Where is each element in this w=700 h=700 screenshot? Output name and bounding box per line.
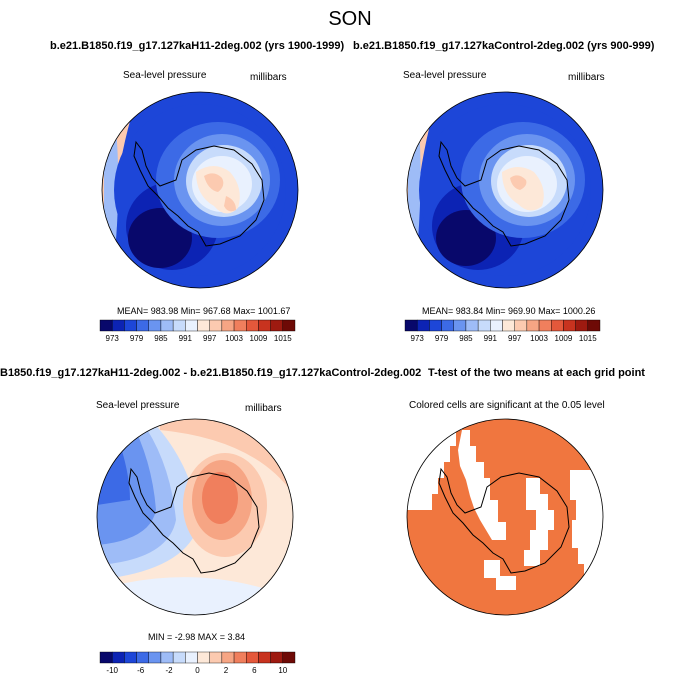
panel3-colorbar-tick-label: 0: [195, 666, 200, 675]
panel3-colorbar-color-cell: [246, 651, 259, 664]
panel1-colorbar-tick-label: 991: [179, 334, 193, 343]
panel2-colorbar-color-cell: [538, 319, 552, 332]
panel1-colorbar-color-cell: [221, 319, 235, 332]
panel2-colorbar-tick-label: 1003: [530, 334, 548, 343]
panel1-colorbar: 973 979 985 991 997 1003 1009 1015: [99, 319, 296, 343]
panel2-header: b.e21.B1850.f19_g17.127kaControl-2deg.00…: [353, 40, 655, 52]
panel1-colorbar-tick-label: 1009: [250, 334, 268, 343]
panel3-stats: MIN = -2.98 MAX = 3.84: [148, 632, 246, 642]
panel2-colorbar-tick-label: 1009: [555, 334, 573, 343]
panel2-stats: MEAN= 983.84 Min= 969.90 Max= 1000.26: [422, 306, 596, 316]
panel2-colorbar-tick-label: 997: [508, 334, 522, 343]
panel3-colorbar-color-cell: [148, 651, 162, 664]
panel2-colorbar-tick-label: 985: [459, 334, 473, 343]
panel3-colorbar-tick-label: 2: [224, 666, 229, 675]
panel1-colorbar-tick-label: 985: [154, 334, 168, 343]
panel3-colorbar-color-cell: [233, 651, 247, 664]
panel3-colorbar-color-cell: [270, 651, 284, 664]
panel1-stats: MEAN= 983.98 Min= 967.68 Max= 1001.67: [117, 306, 291, 316]
panel2-colorbar-color-cell: [465, 319, 479, 332]
panel2-colorbar-color-cell: [563, 319, 576, 332]
panel2-colorbar-color-cell: [575, 319, 589, 332]
panel1-colorbar-tick-label: 1003: [225, 334, 243, 343]
panel3-colorbar-color-cell: [282, 651, 296, 664]
panel2-colorbar-color-cell: [551, 319, 564, 332]
panel1-header: b.e21.B1850.f19_g17.127kaH11-2deg.002 (y…: [50, 40, 345, 52]
panel2-contours: [407, 92, 603, 288]
panel3-variable-label: Sea-level pressure: [96, 400, 180, 411]
panel4-variable-label: Colored cells are significant at the 0.0…: [409, 400, 605, 411]
panel1-colorbar-color-cell: [148, 319, 162, 332]
panel3-colorbar-color-cell: [99, 651, 113, 664]
panel2-colorbar-color-cell: [453, 319, 467, 332]
panel1-colorbar-color-cell: [209, 319, 223, 332]
panel3-colorbar-color-cell: [185, 651, 198, 664]
panel2-units: millibars: [568, 72, 605, 83]
panel2-colorbar-color-cell: [416, 319, 430, 332]
panel3-colorbar-color-cell: [136, 651, 149, 664]
panel1-colorbar-color-cell: [124, 319, 137, 332]
panel4-header: T-test of the two means at each grid poi…: [426, 367, 645, 379]
panel2-colorbar-color-cell: [587, 319, 601, 332]
panel1-colorbar-color-cell: [136, 319, 149, 332]
panel1-colorbar-color-cell: [233, 319, 247, 332]
panel3-colorbar-tick-label: 6: [252, 666, 257, 675]
panel3-header: B1850.f19_g17.127kaH11-2deg.002 - b.e21.…: [0, 367, 422, 379]
panel2-variable-label: Sea-level pressure: [403, 70, 487, 81]
panel2-colorbar-tick-label: 991: [484, 334, 498, 343]
panel2-colorbar-tick-label: 973: [411, 334, 425, 343]
panel1-contours: [102, 92, 298, 288]
panel3-colorbar-color-cell: [111, 651, 125, 664]
panel1-colorbar-tick-label: 997: [203, 334, 217, 343]
panel1-colorbar-color-cell: [246, 319, 259, 332]
panel3-colorbar-color-cell: [160, 651, 174, 664]
panel2-colorbar-color-cell: [502, 319, 515, 332]
panel1-variable-label: Sea-level pressure: [123, 70, 207, 81]
main-title: SON: [328, 8, 372, 30]
panel3-colorbar-color-cell: [172, 651, 186, 664]
panel3-colorbar-color-cell: [258, 651, 271, 664]
panel1-colorbar-color-cell: [282, 319, 296, 332]
panel2-colorbar-tick-label: 979: [435, 334, 449, 343]
panel3-colorbar-tick-label: 10: [278, 666, 287, 675]
panel1-colorbar-tick-label: 1015: [274, 334, 292, 343]
panel3-colorbar: -10 -6 -2 0 2 6 10: [99, 651, 296, 675]
panel2-colorbar-color-cell: [404, 319, 418, 332]
panel2-colorbar-color-cell: [477, 319, 491, 332]
panel1-colorbar-tick-label: 973: [106, 334, 120, 343]
panel2-colorbar-tick-label: 1015: [579, 334, 597, 343]
panel2-colorbar-color-cell: [429, 319, 442, 332]
panel1-colorbar-color-cell: [160, 319, 174, 332]
panel1-colorbar-color-cell: [111, 319, 125, 332]
panel3-units: millibars: [245, 403, 282, 414]
panel3-colorbar-color-cell: [221, 651, 235, 664]
panel1-colorbar-color-cell: [172, 319, 186, 332]
panel3-colorbar-tick-label: -6: [137, 666, 145, 675]
panel2-colorbar-color-cell: [490, 319, 503, 332]
panel3-colorbar-color-cell: [197, 651, 210, 664]
panel3-colorbar-tick-label: -2: [166, 666, 174, 675]
panel3-colorbar-color-cell: [209, 651, 223, 664]
panel1-units: millibars: [250, 72, 287, 83]
panel2-colorbar-color-cell: [514, 319, 528, 332]
panel3-colorbar-tick-label: -10: [106, 666, 118, 675]
panel1-colorbar-color-cell: [99, 319, 113, 332]
panel3-contours: [97, 419, 293, 615]
panel1-colorbar-tick-label: 979: [130, 334, 144, 343]
panel2-colorbar-color-cell: [441, 319, 454, 332]
panel2-colorbar: 973 979 985 991 997 1003 1009 1015: [404, 319, 601, 343]
panel2-colorbar-color-cell: [526, 319, 540, 332]
panel1-colorbar-color-cell: [197, 319, 210, 332]
panel4-significance: [407, 419, 603, 615]
panel1-colorbar-color-cell: [270, 319, 284, 332]
panel1-colorbar-color-cell: [185, 319, 198, 332]
panel3-colorbar-color-cell: [124, 651, 137, 664]
panel1-colorbar-color-cell: [258, 319, 271, 332]
